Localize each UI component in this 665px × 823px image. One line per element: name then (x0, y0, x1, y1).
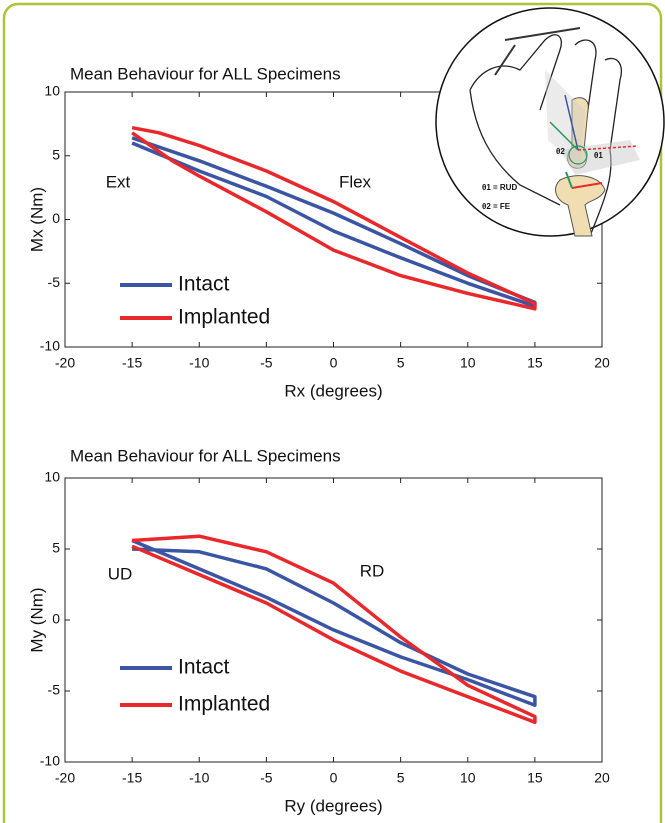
x-tick-label: 5 (397, 770, 405, 786)
x-tick-label: -10 (189, 770, 209, 786)
x-tick-label: 10 (460, 770, 476, 786)
inset-label: θ1 (594, 151, 603, 160)
x-tick-label: -10 (189, 355, 209, 371)
chart-title: Mean Behaviour for ALL Specimens (70, 446, 341, 465)
chart-title: Mean Behaviour for ALL Specimens (70, 64, 341, 83)
annotation: Ext (106, 172, 131, 191)
series-line (131, 125, 537, 311)
y-tick-label: 0 (52, 210, 60, 226)
bone-radius (555, 175, 606, 237)
joint (568, 145, 588, 165)
y-tick-label: -5 (48, 274, 61, 290)
legend-label: Implanted (178, 693, 270, 716)
axis-arrow (577, 145, 639, 151)
x-tick-label: 10 (460, 355, 476, 371)
annotation: UD (108, 564, 133, 583)
x-tick-label: -15 (122, 355, 142, 371)
y-tick-label: 5 (52, 540, 60, 556)
x-axis-label: Rx (degrees) (284, 381, 382, 400)
plane (560, 140, 640, 175)
y-axis-label: My (Nm) (27, 587, 46, 652)
y-tick-label: -10 (40, 753, 60, 769)
x-tick-label: 15 (527, 770, 543, 786)
axis-arrow (549, 121, 579, 151)
x-tick-label: -20 (55, 355, 75, 371)
x-tick-label: -15 (122, 770, 142, 786)
series-line (131, 534, 537, 724)
plot-area (64, 477, 603, 763)
y-tick-label: 10 (44, 469, 60, 485)
x-tick-label: 20 (594, 355, 610, 371)
x-tick-label: -20 (55, 770, 75, 786)
plane (545, 70, 585, 170)
legend-label: Intact (178, 273, 230, 296)
y-tick-label: -10 (40, 338, 60, 354)
y-tick-label: 10 (44, 83, 60, 99)
annotation: Flex (339, 172, 372, 191)
inset-label: θ1 = RUD (482, 183, 517, 192)
axis-arrow (564, 94, 579, 151)
inset-label: θ2 = FE (482, 202, 511, 211)
x-axis-label: Ry (degrees) (284, 796, 382, 815)
legend-label: Intact (178, 656, 230, 679)
x-tick-label: 20 (594, 770, 610, 786)
x-tick-label: -5 (260, 770, 273, 786)
inset-label: θ2 (556, 147, 565, 156)
legend-label: Implanted (178, 306, 270, 329)
x-tick-label: 15 (527, 355, 543, 371)
x-tick-label: 5 (397, 355, 405, 371)
annotation: RD (360, 561, 385, 580)
y-tick-label: 0 (52, 611, 60, 627)
y-tick-label: 5 (52, 146, 60, 162)
axis-arrow (571, 182, 603, 189)
y-axis-label: Mx (Nm) (27, 187, 46, 252)
x-tick-label: 0 (330, 355, 338, 371)
dart (494, 27, 581, 76)
hand-sketch (469, 34, 622, 237)
y-tick-label: -5 (48, 682, 61, 698)
axis-arrow (565, 171, 573, 189)
series-line (131, 538, 537, 707)
inset-diagram: θ1 = RUD θ2 = FE θ2 θ1 (435, 7, 665, 237)
x-tick-label: 0 (330, 770, 338, 786)
x-tick-label: -5 (260, 355, 273, 371)
